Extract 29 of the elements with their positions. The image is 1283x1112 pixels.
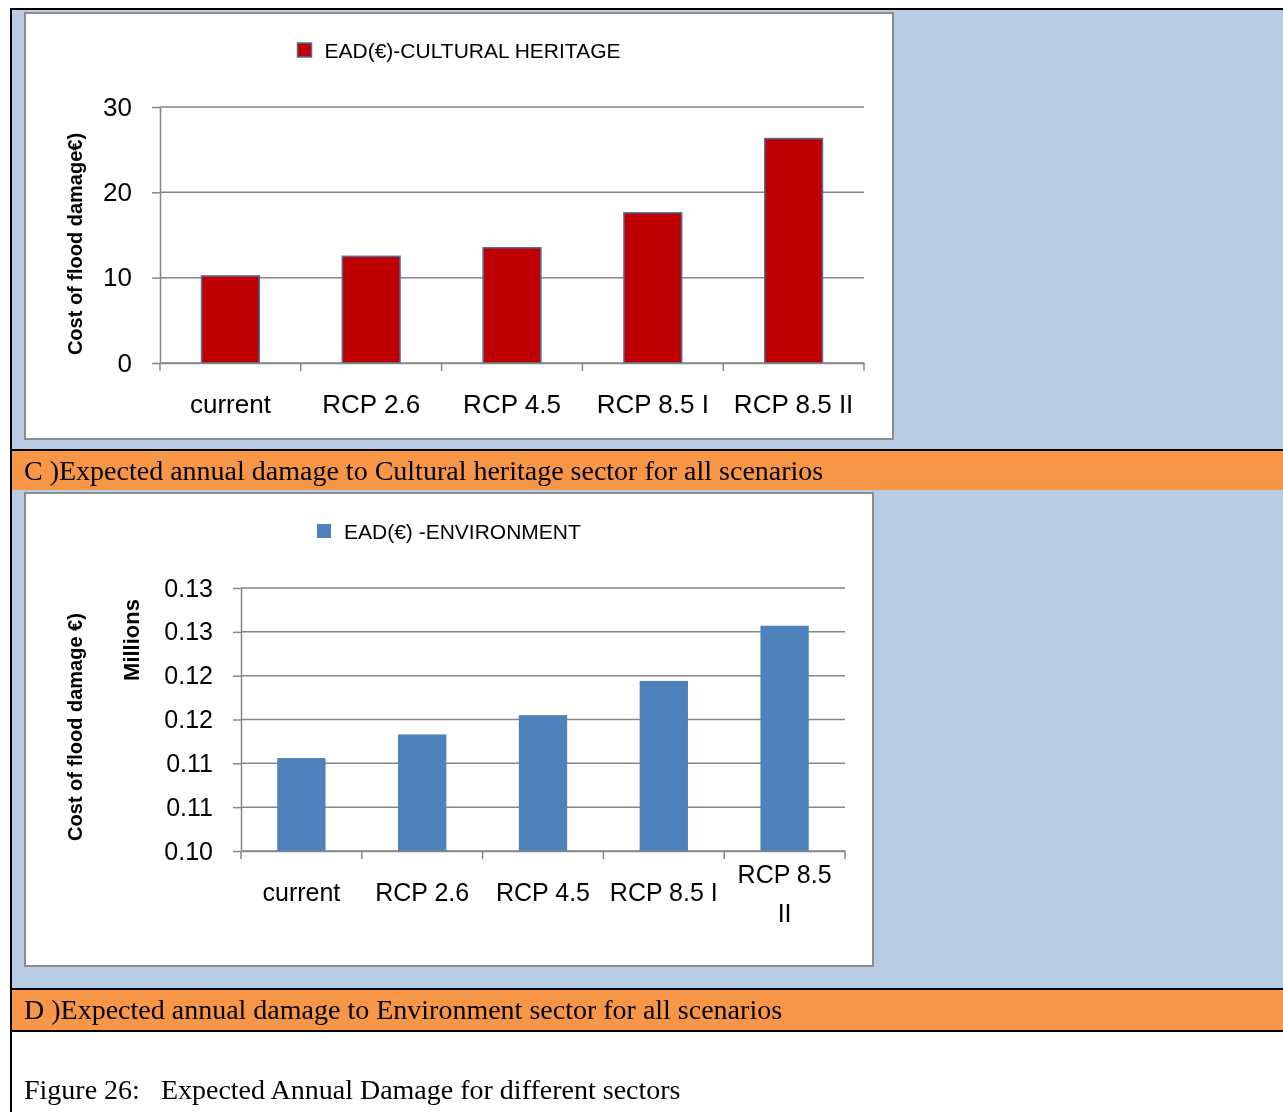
y-tick-label: 0.13 bbox=[164, 573, 213, 602]
x-tick-label: RCP 8.5 II bbox=[733, 389, 854, 420]
y-tick-label: 0.12 bbox=[164, 661, 213, 690]
x-tick-label: RCP 2.6 bbox=[322, 389, 421, 420]
text: D )Expected annual damage to Environment sector for all scenarios bbox=[24, 994, 783, 1026]
x-tick-label: RCP 8.5 II bbox=[737, 860, 832, 927]
y-tick-label: 0.11 bbox=[166, 748, 213, 777]
y-tick-label: 0.13 bbox=[164, 617, 213, 646]
x-tick-label: RCP 4.5 bbox=[463, 389, 561, 420]
text: Millions bbox=[118, 599, 144, 681]
x-tick-label: current bbox=[262, 877, 341, 906]
x-tick-label: current bbox=[189, 389, 272, 420]
legend-label: EAD(€) -ENVIRONMENT bbox=[343, 519, 582, 543]
legend-label: EAD(€)-CULTURAL HERITAGE bbox=[324, 38, 621, 62]
x-tick-label: RCP 8.5 I bbox=[609, 877, 718, 906]
y-tick-label: 30 bbox=[103, 91, 132, 122]
y-tick-label: 20 bbox=[103, 177, 132, 208]
y-tick-label: 0 bbox=[117, 347, 132, 378]
x-tick-label: RCP 4.5 bbox=[495, 877, 591, 906]
caption: Figure 26: Expected Annual Damage for different sectors bbox=[24, 1073, 681, 1107]
y-tick-label: 0.11 bbox=[166, 792, 213, 821]
x-tick-label: RCP 2.6 bbox=[375, 877, 470, 906]
x-tick-label: RCP 8.5 I bbox=[596, 389, 709, 420]
y-tick-label: 0.12 bbox=[164, 705, 213, 733]
y-axis-title: Cost of flood damage€) bbox=[64, 132, 86, 356]
y-tick-label: 10 bbox=[103, 262, 132, 293]
text: C )Expected annual damage to Cultural heritage sector for all scenarios bbox=[24, 454, 824, 487]
y-tick-label: 0.10 bbox=[164, 836, 213, 865]
y-axis-title: Cost of flood damage €) bbox=[64, 613, 86, 841]
